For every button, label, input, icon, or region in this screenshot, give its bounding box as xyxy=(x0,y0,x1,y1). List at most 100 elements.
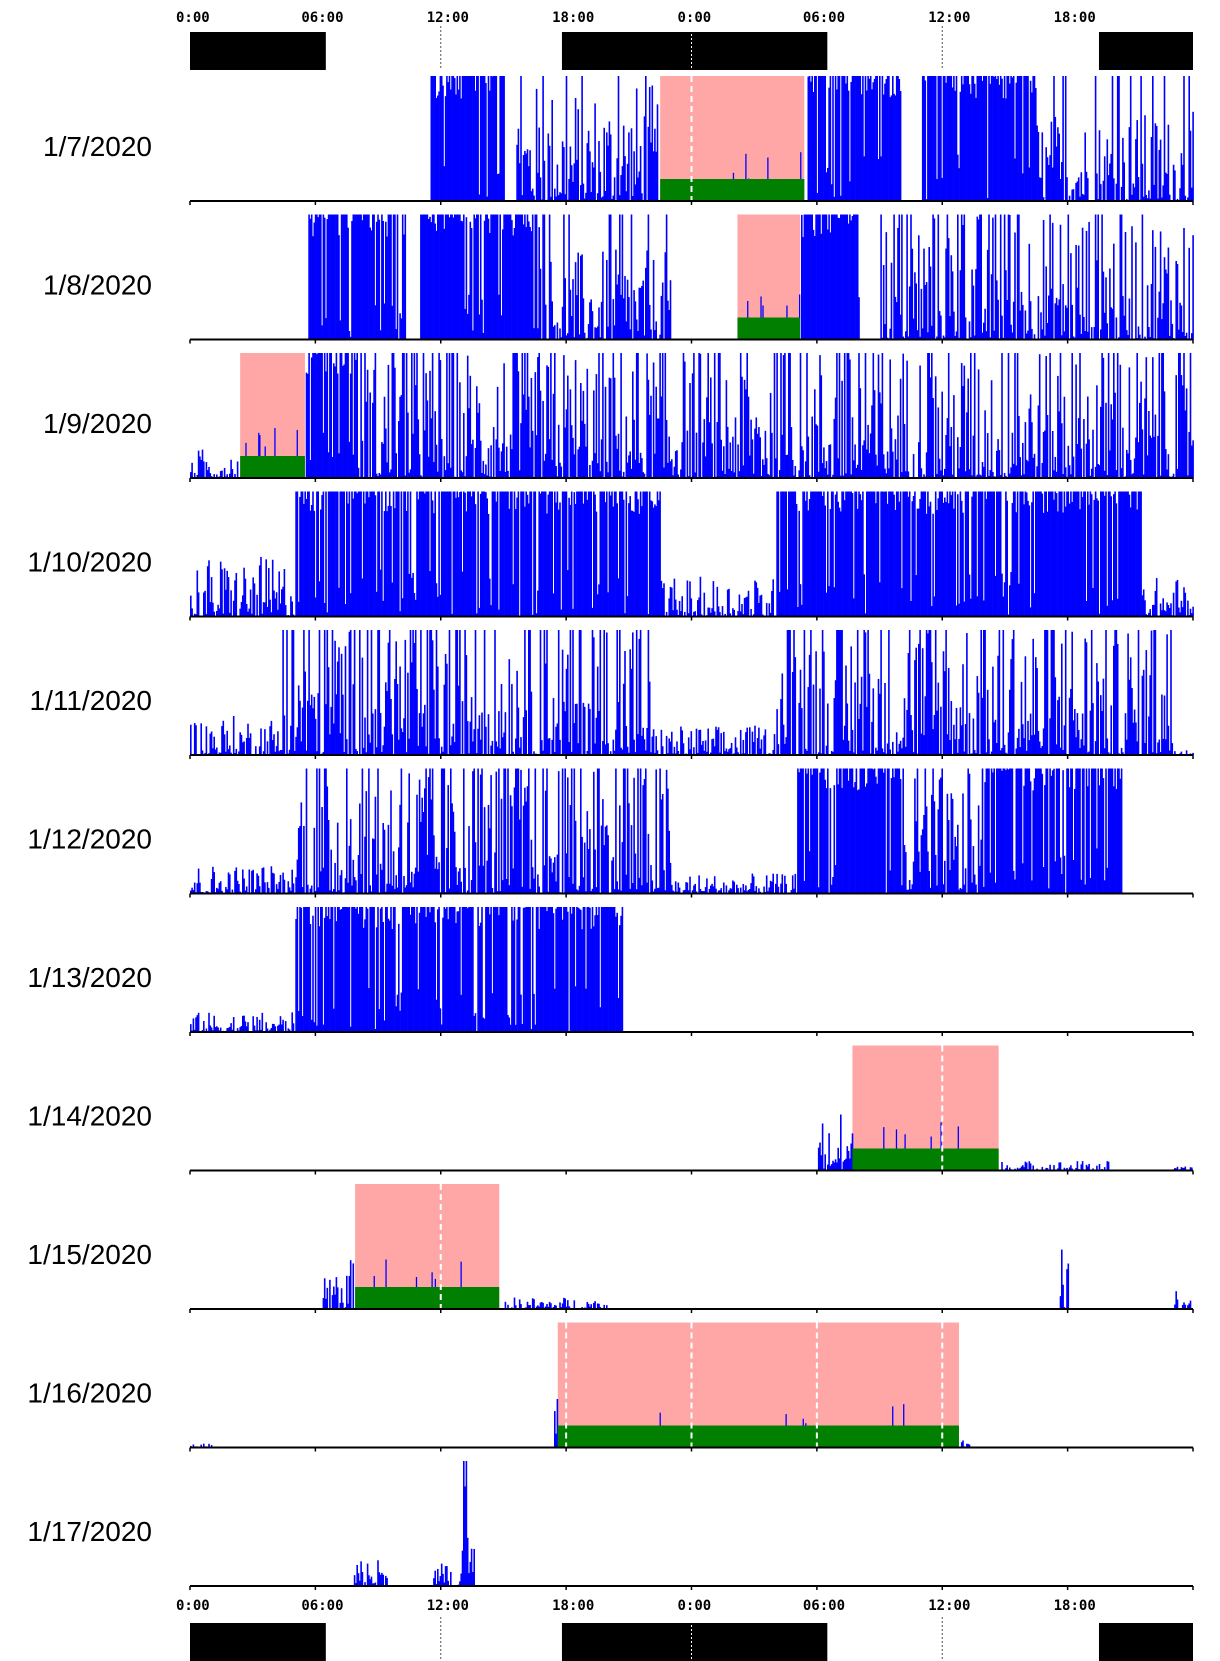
activity-bar xyxy=(565,76,568,201)
activity-bar xyxy=(229,473,231,478)
activity-bar xyxy=(820,1155,823,1171)
activity-bar xyxy=(509,214,512,340)
activity-bar xyxy=(568,742,570,755)
activity-bar xyxy=(364,836,366,894)
activity-bar xyxy=(938,311,941,340)
activity-bar xyxy=(327,820,330,894)
activity-bar xyxy=(487,513,490,617)
activity-bar xyxy=(994,882,997,894)
activity-bar xyxy=(459,382,461,478)
activity-bar xyxy=(1009,585,1011,617)
activity-bar xyxy=(622,768,625,894)
activity-bar xyxy=(730,470,733,478)
activity-bar xyxy=(1183,1167,1185,1171)
activity-bar xyxy=(641,285,643,340)
activity-bar xyxy=(348,331,351,340)
activity-bar xyxy=(898,743,901,755)
activity-bar xyxy=(793,888,795,894)
activity-bar xyxy=(762,614,764,617)
activity-bar xyxy=(581,836,583,894)
activity-bar xyxy=(600,439,603,478)
activity-bar xyxy=(785,737,787,755)
activity-bar xyxy=(387,214,390,340)
activity-bar xyxy=(382,1574,384,1586)
activity-bar xyxy=(836,1162,838,1171)
activity-bar xyxy=(830,750,833,755)
activity-bar xyxy=(1101,214,1103,340)
activity-bar xyxy=(538,353,540,478)
activity-bar xyxy=(383,303,386,340)
activity-bar xyxy=(699,353,702,478)
activity-bar xyxy=(1053,499,1055,617)
activity-bar xyxy=(372,838,374,894)
activity-bar xyxy=(892,491,894,617)
activity-bar xyxy=(676,741,678,755)
activity-bar xyxy=(594,327,596,340)
activity-bar xyxy=(288,749,291,755)
activity-bar xyxy=(364,214,366,340)
activity-bar xyxy=(1170,603,1172,617)
activity-bar xyxy=(971,76,973,201)
activity-bar xyxy=(671,459,673,478)
activity-bar xyxy=(413,907,416,1032)
activity-bar xyxy=(316,751,318,755)
activity-bar xyxy=(517,907,520,1032)
activity-bar xyxy=(1137,177,1140,201)
activity-bar xyxy=(1159,139,1162,201)
activity-bar xyxy=(881,76,884,201)
activity-bar xyxy=(979,865,981,894)
activity-bar xyxy=(912,495,915,617)
activity-bar xyxy=(717,890,720,894)
activity-bar xyxy=(985,76,988,201)
activity-bar xyxy=(450,467,452,478)
activity-bar xyxy=(1061,874,1063,894)
activity-bar xyxy=(932,76,934,201)
activity-bar xyxy=(381,1572,383,1586)
activity-bar xyxy=(1103,156,1106,201)
activity-bar xyxy=(1038,177,1041,201)
activity-bar xyxy=(803,880,806,894)
activity-bar xyxy=(521,195,524,201)
activity-bar xyxy=(849,214,851,340)
activity-bar xyxy=(780,353,782,478)
activity-bar xyxy=(730,888,733,894)
activity-bar xyxy=(602,491,604,617)
activity-bar xyxy=(867,768,869,894)
activity-bar xyxy=(409,469,412,478)
activity-bar xyxy=(912,454,915,478)
activity-bar xyxy=(944,76,946,201)
activity-bar xyxy=(456,911,459,1032)
activity-bar xyxy=(661,793,664,894)
activity-bar xyxy=(628,503,630,617)
activity-bar xyxy=(314,597,317,617)
activity-bar xyxy=(807,436,810,478)
activity-bar xyxy=(898,768,901,894)
activity-bar xyxy=(819,491,821,617)
activity-bar xyxy=(868,673,871,755)
activity-bar xyxy=(977,692,980,755)
activity-bar xyxy=(301,707,304,755)
activity-bar xyxy=(275,884,278,894)
activity-bar xyxy=(1064,76,1067,201)
activity-bar xyxy=(629,496,631,617)
activity-bar xyxy=(401,353,404,478)
activity-bar xyxy=(239,1027,241,1032)
activity-bar xyxy=(273,873,275,894)
activity-bar xyxy=(346,739,348,755)
activity-bar xyxy=(190,472,192,478)
activity-bar xyxy=(729,442,732,478)
activity-bar xyxy=(586,811,589,894)
activity-bar xyxy=(210,1027,213,1032)
activity-bar xyxy=(469,1561,472,1586)
activity-bar xyxy=(372,214,374,340)
activity-bar xyxy=(1166,173,1168,201)
activity-bar xyxy=(615,916,617,1032)
activity-bar xyxy=(732,880,734,894)
activity-bar xyxy=(655,736,657,755)
activity-bar xyxy=(1122,427,1124,478)
activity-bar xyxy=(349,1260,352,1309)
activity-bar xyxy=(920,733,923,755)
activity-bar xyxy=(472,771,474,894)
activity-bar xyxy=(980,76,982,201)
activity-bar xyxy=(416,907,418,1032)
